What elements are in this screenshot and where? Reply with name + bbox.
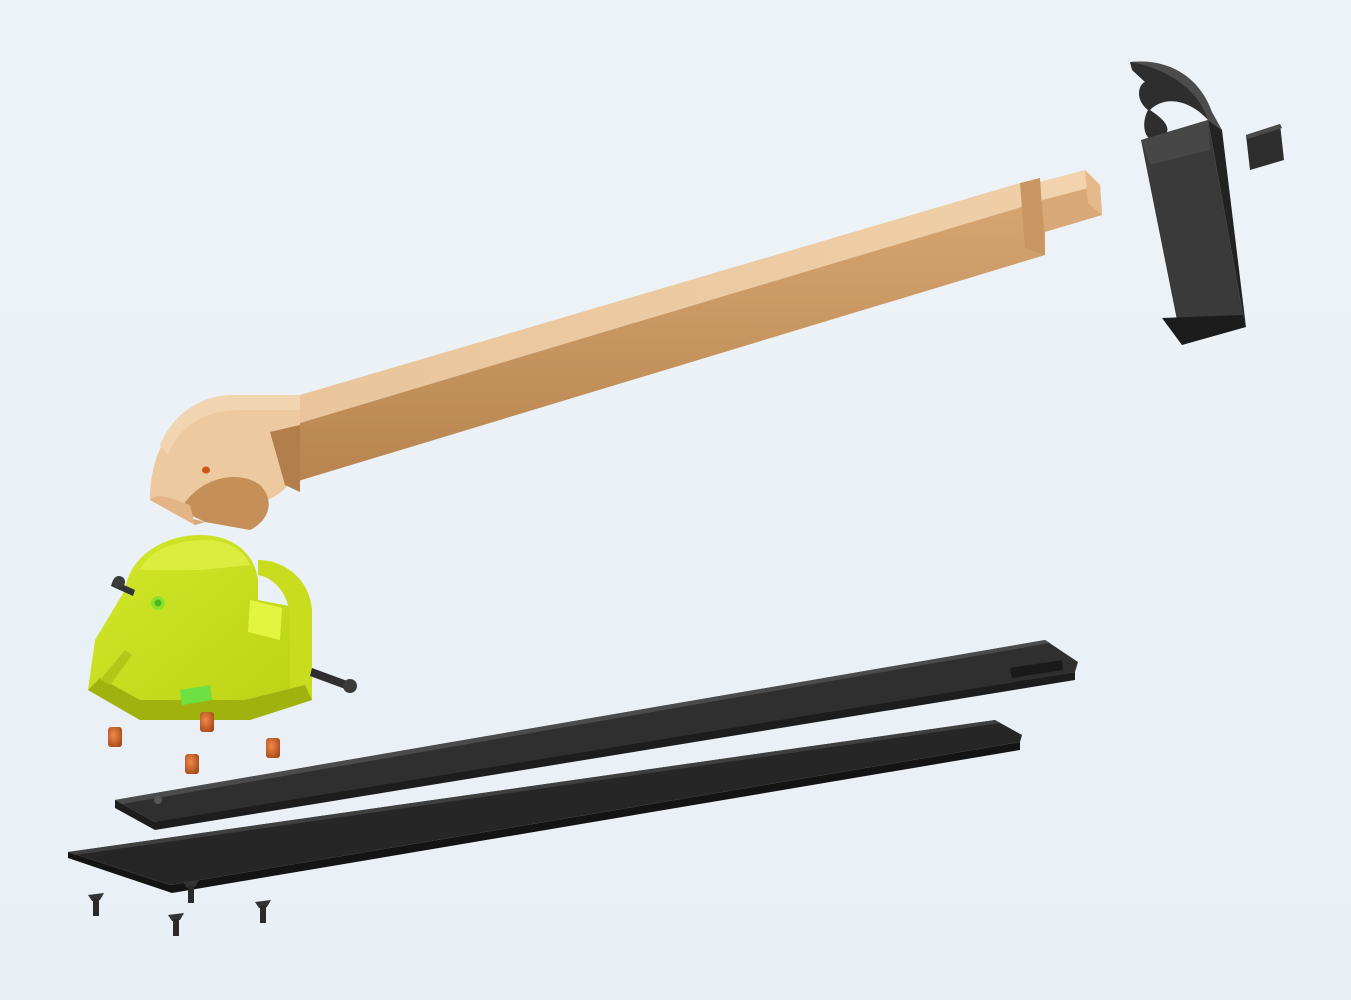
- wooden-handle-part[interactable]: [150, 170, 1102, 530]
- yellow-fixture-part[interactable]: [88, 535, 357, 720]
- square-insert-part[interactable]: [1246, 124, 1284, 170]
- black-handle-cap-part[interactable]: [1130, 61, 1246, 345]
- upper-black-rail-part[interactable]: [115, 640, 1078, 830]
- countersunk-screw-part[interactable]: [88, 880, 271, 936]
- threaded-insert-part[interactable]: [108, 712, 280, 774]
- lower-black-rail-part[interactable]: [68, 720, 1022, 893]
